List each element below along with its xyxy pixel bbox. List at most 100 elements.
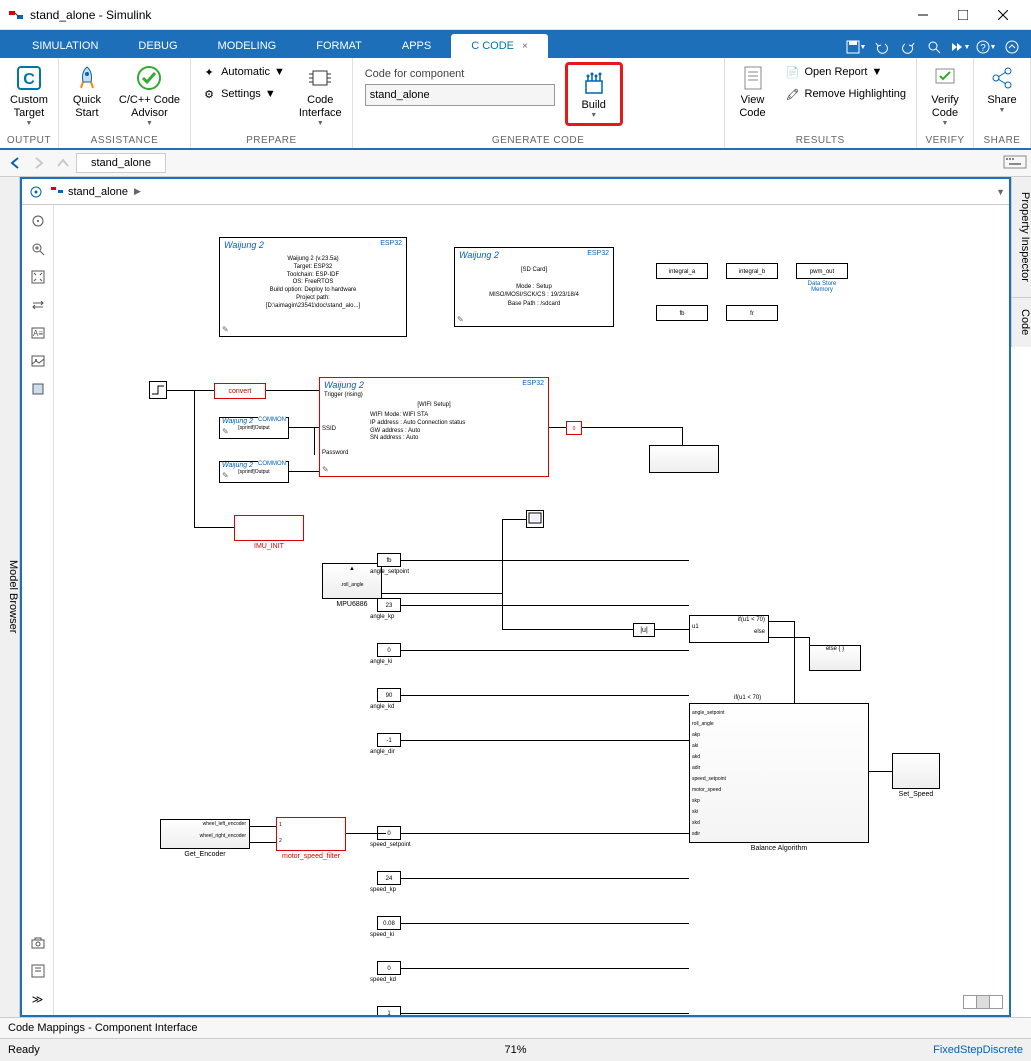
chevron-down-icon[interactable]: ▼ xyxy=(996,187,1005,197)
tab-apps[interactable]: APPS xyxy=(382,34,451,58)
pencil-icon: ✎ xyxy=(222,427,229,436)
breadcrumb-text[interactable]: stand_alone xyxy=(68,186,128,198)
code-mappings-panel[interactable]: Code Mappings - Component Interface xyxy=(0,1017,1031,1039)
get-encoder-block[interactable]: wheel_left_encoder wheel_right_encoder xyxy=(160,819,250,849)
const-block[interactable]: 23 xyxy=(377,598,401,612)
close-icon[interactable]: × xyxy=(522,41,528,52)
datastore-integral-b[interactable]: integral_b xyxy=(726,263,778,279)
sprintf2-block[interactable]: Waijung 2 COMMON [sprintf]Output ✎ xyxy=(219,461,289,483)
else-subsystem[interactable]: else { } xyxy=(809,645,861,671)
automatic-button[interactable]: ✦Automatic ▼ xyxy=(195,62,291,82)
convert-block[interactable]: convert xyxy=(214,383,266,399)
minimap[interactable] xyxy=(963,995,1003,1009)
tab-modeling[interactable]: MODELING xyxy=(198,34,297,58)
const-block[interactable]: 0 xyxy=(377,961,401,975)
component-input[interactable] xyxy=(365,84,555,106)
waijung-main-block[interactable]: Waijung 2 ESP32 Waijung 2 (v.23.5a)Targe… xyxy=(219,237,407,337)
ribbon-tabs: SIMULATION DEBUG MODELING FORMAT APPS C … xyxy=(0,30,1031,58)
datastore-integral-a[interactable]: integral_a xyxy=(656,263,708,279)
if-block[interactable]: u1 if(u1 < 70) else xyxy=(689,615,769,643)
area-tool[interactable] xyxy=(26,377,50,401)
nav-up-button[interactable] xyxy=(52,152,74,174)
const-label: angle_kp xyxy=(370,614,430,620)
datastore-fr[interactable]: fr xyxy=(726,305,778,321)
remove-highlighting-button[interactable]: 🖍Remove Highlighting xyxy=(779,84,913,104)
step-block[interactable] xyxy=(149,381,167,399)
collapse-ribbon-icon[interactable] xyxy=(1001,36,1023,58)
balance-algorithm-block[interactable]: angle_setpointroll_angleakpakiakdadirspe… xyxy=(689,703,869,843)
const-label: angle_dir xyxy=(370,749,430,755)
nav-forward-button[interactable] xyxy=(28,152,50,174)
set-speed-block[interactable] xyxy=(892,753,940,789)
help-icon[interactable]: ?▼ xyxy=(975,36,997,58)
scope-block[interactable] xyxy=(526,510,544,528)
property-inspector-tab[interactable]: Property Inspector xyxy=(1011,177,1031,297)
status-block[interactable]: 0 xyxy=(566,421,582,435)
settings-button[interactable]: ⚙Settings ▼ xyxy=(195,84,291,104)
model-browser-tab[interactable]: Model Browser xyxy=(0,177,20,1017)
const-block[interactable]: 24 xyxy=(377,871,401,885)
motor-filter-label: motor_speed_filter xyxy=(276,853,346,860)
search-icon[interactable] xyxy=(923,36,945,58)
imu-init-block[interactable] xyxy=(234,515,304,541)
build-button[interactable]: Build▼ xyxy=(570,67,618,121)
code-tab[interactable]: Code xyxy=(1011,297,1031,347)
close-button[interactable] xyxy=(983,0,1023,30)
const-block[interactable]: 0 xyxy=(377,643,401,657)
breadcrumb-icon xyxy=(50,183,64,200)
abs-block[interactable]: |u| xyxy=(633,623,655,637)
image-tool[interactable] xyxy=(26,349,50,373)
pencil-icon: ✎ xyxy=(222,325,229,334)
keyboard-icon[interactable] xyxy=(1003,155,1027,171)
annotation-tool[interactable]: A≡ xyxy=(26,321,50,345)
save-icon[interactable]: ▼ xyxy=(845,36,867,58)
tab-format[interactable]: FORMAT xyxy=(296,34,382,58)
fit-tool[interactable] xyxy=(26,265,50,289)
fastforward-icon[interactable]: ▼ xyxy=(949,36,971,58)
datastore-fb[interactable]: fb xyxy=(656,305,708,321)
tab-debug[interactable]: DEBUG xyxy=(118,34,197,58)
tab-c-code[interactable]: C CODE× xyxy=(451,34,548,58)
minimize-button[interactable] xyxy=(903,0,943,30)
nav-tab[interactable]: stand_alone xyxy=(76,153,166,173)
sprintf1-block[interactable]: Waijung 2 COMMON [sprintf]Output ✎ xyxy=(219,417,289,439)
waijung-sd-block[interactable]: Waijung 2 ESP32 [SD Card] Mode : SetupMI… xyxy=(454,247,614,327)
canvas-toolbar: A≡ ≫ xyxy=(22,205,54,1015)
report-icon: 📄 xyxy=(785,64,801,80)
status-solver[interactable]: FixedStepDiscrete xyxy=(685,1044,1023,1056)
const-block[interactable]: 1 xyxy=(377,1006,401,1015)
screenshot-tool[interactable] xyxy=(26,931,50,955)
waijung-wifi-block[interactable]: Waijung 2 Trigger (rising) ESP32 [WIFI S… xyxy=(319,377,549,477)
model-hierarchy-button[interactable] xyxy=(26,182,46,202)
verify-code-button[interactable]: Verify Code▼ xyxy=(921,62,969,129)
quick-start-button[interactable]: Quick Start xyxy=(63,62,111,122)
explore-tool[interactable] xyxy=(26,209,50,233)
const-label: speed_kd xyxy=(370,977,430,983)
model-canvas[interactable]: Waijung 2 ESP32 Waijung 2 (v.23.5a)Targe… xyxy=(54,205,1009,1015)
zoom-tool[interactable] xyxy=(26,237,50,261)
code-interface-button[interactable]: Code Interface▼ xyxy=(293,62,348,129)
nav-back-button[interactable] xyxy=(4,152,26,174)
undo-icon[interactable] xyxy=(871,36,893,58)
bookmark-tool[interactable] xyxy=(26,959,50,983)
view-code-button[interactable]: View Code xyxy=(729,62,777,122)
const-block[interactable]: fb xyxy=(377,553,401,567)
redo-icon[interactable] xyxy=(897,36,919,58)
open-report-button[interactable]: 📄Open Report ▼ xyxy=(779,62,913,82)
toggle-tool[interactable] xyxy=(26,293,50,317)
chevron-right-icon: ▶ xyxy=(134,186,141,197)
datastore-pwm-out[interactable]: pwm_out xyxy=(796,263,848,279)
share-button[interactable]: Share▼ xyxy=(978,62,1026,116)
code-advisor-button[interactable]: C/C++ Code Advisor▼ xyxy=(113,62,186,129)
const-block[interactable]: 0.08 xyxy=(377,916,401,930)
rocket-icon xyxy=(73,64,101,92)
group-label-results: RESULTS xyxy=(729,133,913,148)
motor-speed-filter-block[interactable]: 1 2 xyxy=(276,817,346,851)
maximize-button[interactable] xyxy=(943,0,983,30)
const-block[interactable]: -1 xyxy=(377,733,401,747)
subsystem-block[interactable] xyxy=(649,445,719,473)
const-block[interactable]: 90 xyxy=(377,688,401,702)
tab-simulation[interactable]: SIMULATION xyxy=(12,34,118,58)
expand-tool[interactable]: ≫ xyxy=(26,987,50,1011)
custom-target-button[interactable]: C Custom Target▼ xyxy=(4,62,54,129)
